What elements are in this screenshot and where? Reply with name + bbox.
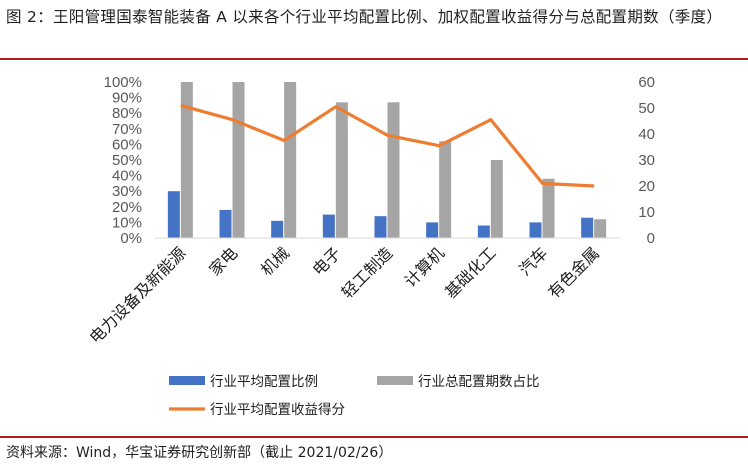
bar-period-share — [232, 82, 245, 238]
legend-swatch-avg-allocation — [169, 376, 205, 385]
line-series — [180, 103, 595, 188]
bar-period-share — [490, 160, 503, 238]
bar-avg-allocation — [219, 209, 232, 238]
legend-label-period-share: 行业总配置期数占比 — [418, 374, 540, 390]
right-tick-label: 10 — [638, 204, 655, 221]
bar-period-share — [594, 219, 607, 238]
bar-series — [167, 82, 607, 238]
source-divider — [0, 436, 748, 438]
bar-avg-allocation — [426, 222, 439, 238]
bar-avg-allocation — [271, 220, 284, 238]
category-label: 汽车 — [515, 243, 551, 279]
bar-avg-allocation — [477, 225, 490, 238]
right-tick-label: 60 — [638, 74, 655, 91]
right-tick-label: 0 — [647, 230, 655, 247]
category-label: 基础化工 — [441, 243, 500, 302]
chart-area: 0%10%20%30%40%50%60%70%80%90%100% 0 10 20 3… — [86, 74, 655, 418]
left-tick-label: 90% — [112, 90, 142, 107]
bar-period-share — [439, 141, 452, 238]
category-label: 机械 — [257, 243, 293, 279]
figure-title: 图 2：王阳管理国泰智能装备 A 以来各个行业平均配置比例、加权配置收益得分与总… — [6, 8, 723, 26]
right-tick-label: 30 — [638, 152, 655, 169]
category-label: 电子 — [309, 243, 345, 279]
left-tick-label: 40% — [112, 168, 142, 185]
source-note: 资料来源：Wind，华宝证券研究创新部（截止 2021/02/26） — [6, 445, 393, 461]
left-tick-label: 70% — [112, 121, 142, 138]
left-tick-label: 100% — [104, 74, 142, 91]
right-tick-label: 20 — [638, 178, 655, 195]
bar-period-share — [542, 178, 555, 238]
bar-avg-allocation — [581, 217, 594, 238]
left-axis: 0%10%20%30%40%50%60%70%80%90%100% — [104, 74, 142, 247]
legend-label-return-score: 行业平均配置收益得分 — [210, 401, 345, 418]
legend-swatch-period-share — [377, 376, 413, 385]
line-return-score — [180, 103, 595, 188]
bar-avg-allocation — [167, 191, 180, 238]
right-axis: 0 10 20 30 40 50 60 — [638, 74, 655, 247]
left-tick-label: 10% — [112, 214, 142, 231]
right-tick-label: 50 — [638, 100, 655, 117]
category-label: 轻工制造 — [338, 243, 397, 302]
left-tick-label: 80% — [112, 105, 142, 122]
left-tick-label: 50% — [112, 152, 142, 169]
category-label: 电力设备及新能源 — [86, 243, 190, 347]
left-tick-label: 60% — [112, 136, 142, 153]
category-label: 家电 — [205, 243, 241, 279]
right-tick-label: 40 — [638, 126, 655, 143]
category-label: 有色金属 — [544, 243, 603, 302]
left-tick-label: 20% — [112, 199, 142, 216]
category-label: 计算机 — [401, 243, 448, 290]
title-divider — [0, 58, 748, 60]
left-tick-label: 0% — [120, 230, 142, 247]
bar-period-share — [335, 102, 348, 238]
bar-period-share — [180, 82, 193, 238]
bar-period-share — [284, 82, 297, 238]
legend-label-avg-allocation: 行业平均配置比例 — [210, 374, 318, 390]
bar-avg-allocation — [374, 216, 387, 238]
bar-avg-allocation — [322, 214, 335, 238]
left-tick-label: 30% — [112, 183, 142, 200]
bar-period-share — [387, 102, 400, 238]
bar-avg-allocation — [529, 222, 542, 238]
